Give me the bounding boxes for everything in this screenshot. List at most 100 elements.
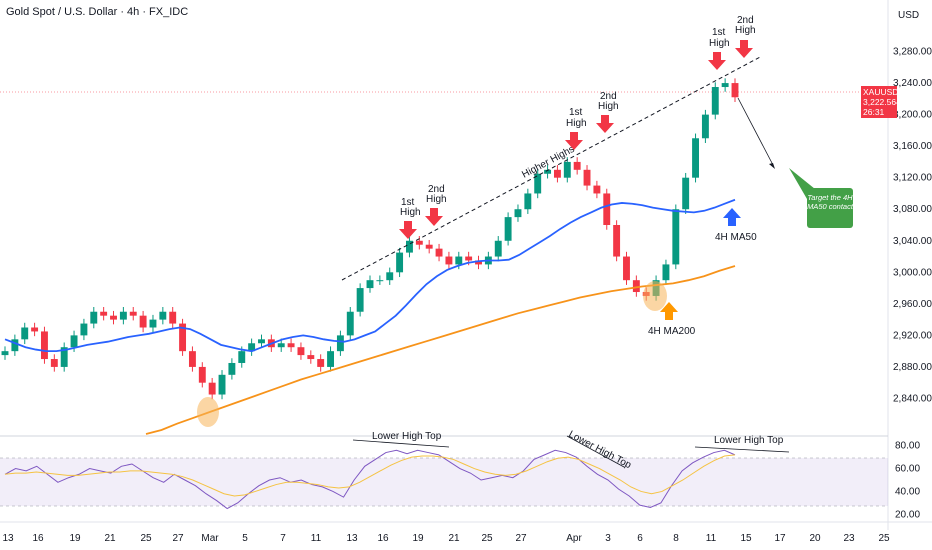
candle-body bbox=[336, 335, 344, 352]
rsi-ma-line bbox=[4, 454, 736, 497]
lower-high-top-label-1: Lower High Top bbox=[372, 431, 442, 442]
time-tick-label: 20 bbox=[809, 533, 821, 544]
rsi-tick-label: 40.00 bbox=[895, 486, 920, 497]
candle-body bbox=[31, 327, 39, 332]
candle-body bbox=[198, 366, 206, 383]
candle-body bbox=[721, 83, 729, 88]
candle-body bbox=[327, 351, 334, 367]
candle-body bbox=[465, 256, 473, 261]
price-tick-label: 3,000.000 bbox=[893, 267, 932, 278]
second-high-label-1b: High bbox=[426, 194, 447, 205]
candle-body bbox=[623, 256, 630, 281]
time-tick-label: 27 bbox=[172, 533, 184, 544]
candle-body bbox=[287, 343, 295, 348]
higher-highs-trendline bbox=[341, 55, 763, 281]
time-tick-label: 13 bbox=[346, 533, 358, 544]
symbol-label: XAUUSD bbox=[863, 87, 899, 97]
candle-body bbox=[149, 319, 157, 328]
candle-body bbox=[544, 169, 552, 174]
candle-body bbox=[159, 311, 167, 320]
candle-body bbox=[573, 161, 581, 170]
candle-body bbox=[534, 173, 542, 194]
candle-body bbox=[188, 351, 196, 367]
price-tick-label: 3,040.000 bbox=[893, 236, 932, 247]
price-tick-label: 2,920.000 bbox=[893, 330, 932, 341]
price-tick-label: 2,840.000 bbox=[893, 393, 932, 404]
ma200-label: 4H MA200 bbox=[648, 326, 696, 337]
high-group-1: 1st High 2nd High bbox=[399, 184, 447, 239]
high-group-2: 1st High 2nd High bbox=[565, 91, 619, 150]
time-tick-label: 19 bbox=[412, 533, 424, 544]
candle-body bbox=[346, 311, 354, 336]
candle-body bbox=[307, 355, 315, 360]
price-tick-label: 3,280.000 bbox=[893, 47, 932, 58]
time-tick-label: 19 bbox=[69, 533, 81, 544]
last-price-tag: XAUUSD 3,222.564 26:31 bbox=[861, 86, 901, 118]
time-tick-label: 8 bbox=[673, 533, 679, 544]
time-tick-label: 13 bbox=[2, 533, 14, 544]
rsi-tick-label: 60.00 bbox=[895, 464, 920, 475]
candle-body bbox=[218, 374, 226, 395]
time-tick-label: 3 bbox=[605, 533, 611, 544]
chart-title: Gold Spot / U.S. Dollar · 4h · FX_IDC bbox=[6, 6, 189, 18]
candle-body bbox=[60, 347, 68, 367]
candle-body bbox=[376, 280, 384, 282]
time-tick-label: 16 bbox=[32, 533, 44, 544]
ma200-line bbox=[145, 265, 736, 435]
ma50-label: 4H MA50 bbox=[715, 232, 757, 243]
time-tick-label: 27 bbox=[515, 533, 527, 544]
time-tick-label: 15 bbox=[740, 533, 752, 544]
candle-body bbox=[514, 209, 522, 218]
second-high-label-3b: High bbox=[735, 25, 756, 36]
down-arrow-icon bbox=[735, 40, 753, 58]
time-tick-label: 25 bbox=[481, 533, 493, 544]
up-arrow-orange-icon bbox=[660, 302, 678, 320]
candle-body bbox=[11, 339, 19, 352]
time-tick-label: 25 bbox=[878, 533, 890, 544]
candle-body bbox=[1, 351, 9, 356]
candles bbox=[1, 78, 739, 400]
candle-body bbox=[692, 138, 699, 178]
candle-body bbox=[277, 343, 285, 348]
candle-body bbox=[100, 311, 108, 316]
price-tick-label: 3,200.000 bbox=[893, 110, 932, 121]
candle-body bbox=[445, 256, 453, 265]
ma50-line bbox=[4, 198, 736, 353]
candle-body bbox=[672, 209, 680, 265]
candle-body bbox=[208, 382, 216, 395]
candle-body bbox=[80, 323, 88, 336]
candle-body bbox=[228, 362, 236, 375]
candle-body bbox=[119, 311, 127, 320]
currency-label[interactable]: USD bbox=[898, 10, 920, 21]
lower-high-top-line-3 bbox=[694, 446, 790, 453]
candle-body bbox=[701, 114, 709, 139]
first-high-label-2b: High bbox=[566, 118, 587, 129]
time-tick-label: 17 bbox=[774, 533, 786, 544]
candle-body bbox=[415, 240, 423, 245]
candle-body bbox=[711, 87, 719, 115]
down-arrow-icon bbox=[399, 221, 417, 239]
time-tick-label: 7 bbox=[280, 533, 286, 544]
rsi-axis: 80.00 60.00 40.00 20.00 bbox=[895, 441, 920, 521]
candle-body bbox=[396, 252, 404, 273]
candle-body bbox=[297, 347, 305, 356]
price-tick-label: 3,160.000 bbox=[893, 141, 932, 152]
first-high-label-2: 1st bbox=[569, 107, 583, 118]
rsi-line bbox=[4, 449, 736, 510]
candle-body bbox=[238, 351, 246, 363]
time-tick-label: 11 bbox=[706, 533, 717, 544]
candle-body bbox=[110, 315, 117, 320]
first-high-label-1b: High bbox=[400, 207, 421, 218]
candle-body bbox=[524, 193, 532, 210]
rsi-band bbox=[0, 458, 888, 506]
first-high-label-3: 1st bbox=[712, 27, 726, 38]
candle-body bbox=[662, 264, 670, 281]
lower-high-top-line-2 bbox=[566, 435, 625, 468]
candle-body bbox=[21, 327, 29, 340]
second-high-label-2b: High bbox=[598, 101, 619, 112]
price-axis: 3,280.000 3,240.000 3,200.000 3,160.000 3,12… bbox=[893, 47, 932, 405]
candle-body bbox=[179, 323, 187, 352]
price-tick-label: 3,080.000 bbox=[893, 204, 932, 215]
candle-body bbox=[632, 280, 640, 293]
